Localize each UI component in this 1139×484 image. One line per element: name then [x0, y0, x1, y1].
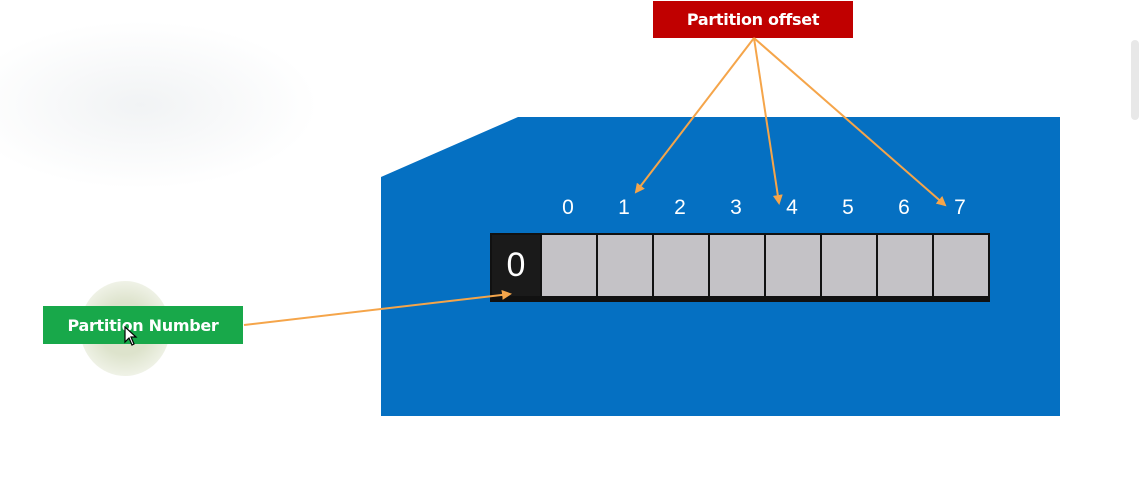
arrow-to-offset-1: [634, 37, 755, 194]
offset-cell-6: [878, 235, 934, 296]
offset-index-2: 2: [674, 196, 686, 219]
offset-index-4: 4: [786, 196, 798, 219]
offset-index-6: 6: [898, 196, 910, 219]
scrollbar[interactable]: [1131, 40, 1139, 120]
offset-index-7: 7: [954, 196, 966, 219]
offset-cell-1: [598, 235, 654, 296]
mouse-pointer-icon: [124, 326, 138, 346]
partition-offset-label: Partition offset: [653, 1, 853, 38]
offset-cell-5: [822, 235, 878, 296]
offset-cell-4: [766, 235, 822, 296]
offset-index-1: 1: [618, 196, 630, 219]
arrow-to-offset-4: [753, 37, 783, 205]
partition-number-label: Partition Number: [43, 306, 243, 344]
offset-cell-7: [934, 235, 988, 296]
offset-cell-3: [710, 235, 766, 296]
offset-index-5: 5: [842, 196, 854, 219]
partition-number-cell: 0: [492, 235, 542, 296]
offset-cell-2: [654, 235, 710, 296]
partition-log: 0: [490, 233, 990, 302]
offset-index-3: 3: [730, 196, 742, 219]
arrow-to-partition-cell: [243, 289, 512, 326]
background-haze: [0, 20, 320, 190]
offset-index-0: 0: [562, 196, 574, 219]
offset-cell-0: [542, 235, 598, 296]
arrow-to-offset-7: [753, 37, 947, 207]
